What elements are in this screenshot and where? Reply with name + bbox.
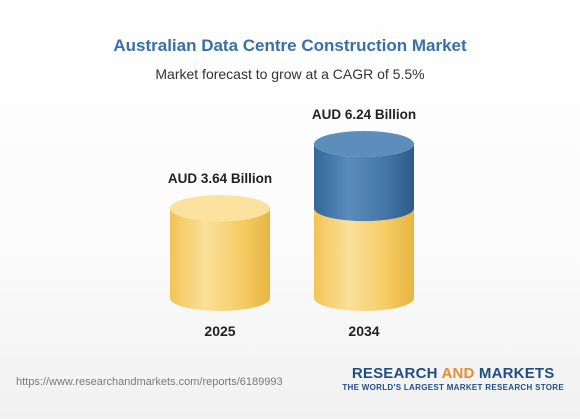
bar-2034-growth-body xyxy=(314,144,414,222)
category-label-2025: 2025 xyxy=(204,323,235,339)
value-label-2025: AUD 3.64 Billion xyxy=(168,171,272,186)
bar-2034-top xyxy=(314,131,414,157)
chart-title: Australian Data Centre Construction Mark… xyxy=(113,36,467,55)
bar-2034-base-body xyxy=(314,208,414,311)
chart-subtitle: Market forecast to grow at a CAGR of 5.5… xyxy=(155,66,425,82)
bar-2025-top xyxy=(170,195,270,222)
value-label-2034: AUD 6.24 Billion xyxy=(312,107,416,122)
brand-word-markets: MARKETS xyxy=(478,365,555,382)
bar-2025-body xyxy=(170,208,270,311)
category-label-2034: 2034 xyxy=(348,323,379,339)
brand-word-research: RESEARCH xyxy=(351,365,442,382)
brand-tagline: THE WORLD'S LARGEST MARKET RESEARCH STOR… xyxy=(342,383,564,392)
brand-logo: RESEARCH AND MARKETS THE WORLD'S LARGEST… xyxy=(342,365,564,393)
source-url[interactable]: https://www.researchandmarkets.com/repor… xyxy=(16,376,283,388)
brand-word-and: AND xyxy=(441,365,479,382)
